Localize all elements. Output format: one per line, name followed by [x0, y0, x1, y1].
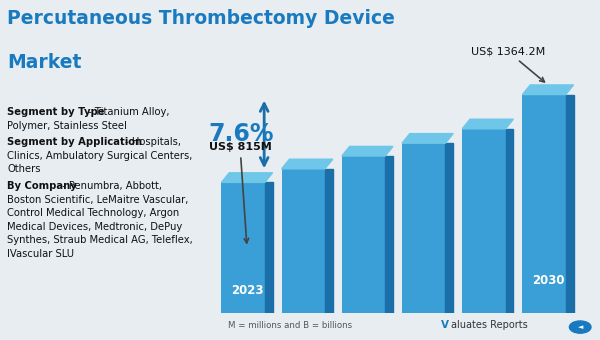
Text: IVascular SLU: IVascular SLU	[7, 249, 74, 259]
Polygon shape	[523, 85, 574, 95]
Text: By Company: By Company	[7, 181, 77, 191]
Polygon shape	[462, 119, 514, 129]
Text: 7.6%: 7.6%	[209, 122, 274, 147]
Polygon shape	[265, 182, 272, 313]
Text: US$ 1364.2M: US$ 1364.2M	[471, 47, 545, 82]
Text: ◄: ◄	[578, 324, 583, 330]
FancyBboxPatch shape	[462, 129, 506, 313]
Text: Medical Devices, Medtronic, DePuy: Medical Devices, Medtronic, DePuy	[7, 222, 182, 232]
Text: Synthes, Straub Medical AG, Teleflex,: Synthes, Straub Medical AG, Teleflex,	[7, 235, 193, 245]
Circle shape	[569, 321, 591, 333]
Polygon shape	[506, 129, 514, 313]
FancyBboxPatch shape	[281, 169, 325, 313]
Polygon shape	[445, 143, 453, 313]
Text: - Hospitals,: - Hospitals,	[122, 137, 181, 148]
FancyBboxPatch shape	[402, 143, 445, 313]
Text: US$ 815M: US$ 815M	[209, 142, 271, 243]
FancyBboxPatch shape	[523, 95, 566, 313]
Polygon shape	[281, 159, 333, 169]
Polygon shape	[385, 156, 393, 313]
FancyBboxPatch shape	[221, 182, 265, 313]
Text: Control Medical Technology, Argon: Control Medical Technology, Argon	[7, 208, 179, 218]
Polygon shape	[342, 147, 393, 156]
Text: Clinics, Ambulatory Surgical Centers,: Clinics, Ambulatory Surgical Centers,	[7, 151, 193, 161]
Text: Percutaneous Thrombectomy Device: Percutaneous Thrombectomy Device	[7, 8, 395, 28]
Text: aluates Reports: aluates Reports	[451, 320, 528, 330]
Text: Boston Scientific, LeMaitre Vascular,: Boston Scientific, LeMaitre Vascular,	[7, 195, 188, 205]
Text: Segment by Type: Segment by Type	[7, 107, 105, 117]
Text: Segment by Application: Segment by Application	[7, 137, 142, 148]
Text: 2030: 2030	[532, 274, 564, 287]
Text: - Titanium Alloy,: - Titanium Alloy,	[85, 107, 170, 117]
Text: M = millions and B = billions: M = millions and B = billions	[228, 321, 352, 330]
Text: 2023: 2023	[231, 284, 263, 297]
Polygon shape	[221, 173, 272, 182]
Text: - Penumbra, Abbott,: - Penumbra, Abbott,	[59, 181, 162, 191]
Text: Market: Market	[7, 53, 82, 72]
Polygon shape	[325, 169, 333, 313]
Polygon shape	[402, 134, 453, 143]
Text: V: V	[441, 320, 449, 330]
FancyBboxPatch shape	[342, 156, 385, 313]
Polygon shape	[566, 95, 574, 313]
Text: Others: Others	[7, 165, 41, 174]
Text: Polymer, Stainless Steel: Polymer, Stainless Steel	[7, 121, 127, 131]
